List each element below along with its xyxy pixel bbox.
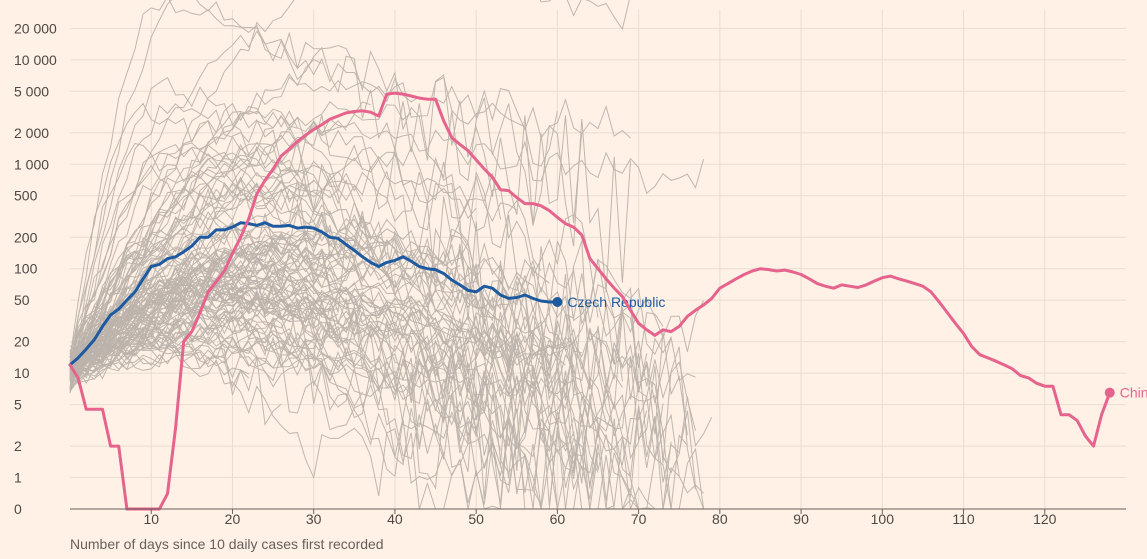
country-line	[69, 0, 630, 370]
y-tick-label: 200	[14, 229, 38, 245]
x-tick-label: 40	[387, 511, 403, 527]
country-line	[69, 221, 396, 376]
x-tick-label: 70	[631, 511, 647, 527]
country-line	[69, 271, 575, 374]
y-tick-label: 100	[14, 261, 38, 277]
x-tick-label: 10	[143, 511, 159, 527]
x-axis-label: Number of days since 10 daily cases firs…	[70, 536, 384, 552]
y-tick-label: 1	[14, 470, 22, 486]
y-tick-label: 5 000	[14, 83, 49, 99]
y-tick-label: 10 000	[14, 52, 57, 68]
country-line	[69, 248, 518, 364]
country-line	[69, 287, 591, 392]
x-tick-label: 80	[712, 511, 728, 527]
country-line	[69, 252, 282, 375]
y-tick-label: 20	[14, 334, 30, 350]
country-line	[69, 313, 599, 510]
country-line	[69, 283, 477, 360]
series-endpoint-china	[1104, 387, 1115, 398]
country-line	[69, 268, 696, 387]
x-tick-label: 50	[468, 511, 484, 527]
country-line	[69, 182, 688, 436]
country-line	[69, 273, 672, 404]
series-label-china: China	[1120, 385, 1147, 401]
country-line	[69, 143, 477, 389]
country-line	[69, 293, 648, 460]
country-line	[69, 102, 542, 358]
country-line	[69, 230, 501, 366]
country-line	[69, 103, 623, 392]
country-line	[69, 101, 371, 380]
country-line	[69, 108, 599, 358]
y-tick-label: 1 000	[14, 156, 49, 172]
country-line	[69, 30, 558, 372]
x-tick-label: 100	[871, 511, 895, 527]
series-label-czech-republic: Czech Republic	[567, 294, 665, 310]
x-tick-label: 30	[306, 511, 322, 527]
country-line	[69, 181, 363, 355]
y-tick-label: 2	[14, 438, 22, 454]
axes: 0 1 2 5 10 20 50 100 200 500 1 000 2 000 5 000 10 000…	[14, 20, 1126, 527]
y-tick-label: 20 000	[14, 20, 57, 36]
x-tick-label: 20	[225, 511, 241, 527]
country-line	[69, 329, 347, 382]
country-line	[69, 218, 696, 490]
country-line	[69, 336, 250, 389]
country-line	[69, 158, 250, 355]
y-tick-label: 2 000	[14, 125, 49, 141]
y-tick-label: 0	[14, 501, 22, 517]
country-line	[69, 210, 249, 367]
country-line	[69, 164, 347, 372]
country-line	[69, 312, 282, 375]
highlighted-country-lines: Czech Republic China	[68, 91, 1147, 511]
series-endpoint-czech-republic	[552, 296, 563, 307]
country-line	[69, 172, 339, 389]
country-line	[69, 110, 501, 363]
y-tick-label: 10	[14, 365, 30, 381]
country-line	[69, 143, 298, 366]
y-tick-label: 500	[14, 188, 38, 204]
x-tick-label: 60	[550, 511, 566, 527]
country-line	[69, 330, 445, 484]
country-line	[69, 121, 705, 370]
country-line	[69, 327, 339, 384]
country-line	[69, 76, 631, 361]
country-line	[69, 321, 705, 510]
country-line	[69, 257, 623, 430]
country-line	[69, 179, 664, 461]
x-tick-label: 110	[952, 511, 975, 527]
country-line	[69, 295, 712, 510]
country-line	[69, 332, 534, 509]
country-line	[69, 304, 575, 410]
country-line	[69, 76, 363, 371]
country-line	[69, 0, 583, 378]
country-line	[69, 230, 599, 479]
series-line-china	[68, 91, 1112, 511]
country-line	[69, 269, 404, 368]
y-tick-label: 50	[14, 292, 30, 308]
series-line-czech-republic	[68, 221, 559, 367]
x-tick-label: 120	[1033, 511, 1057, 527]
x-tick-label: 90	[793, 511, 809, 527]
background-country-lines	[69, 0, 713, 510]
y-tick-label: 5	[14, 397, 22, 413]
